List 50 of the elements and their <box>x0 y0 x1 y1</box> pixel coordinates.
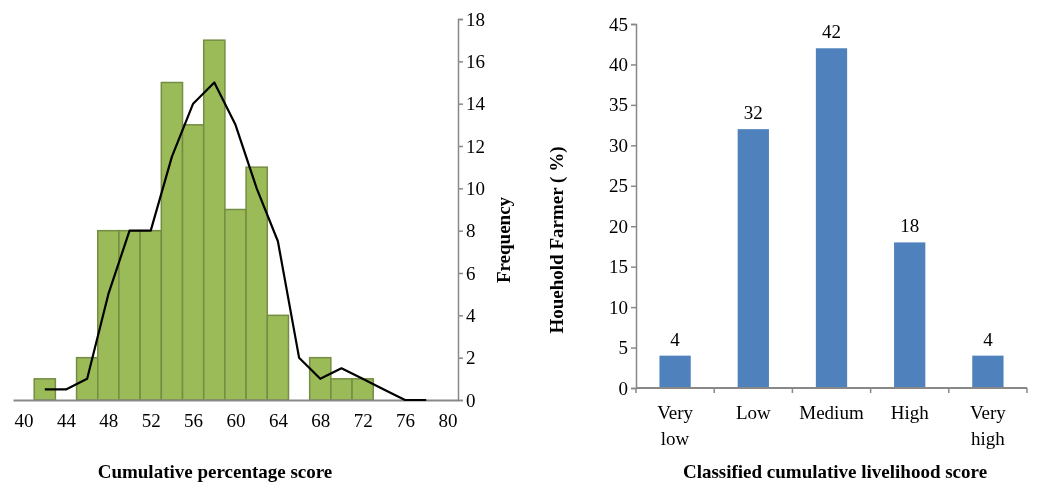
y-tick-label: 10 <box>466 177 485 199</box>
y-tick-label: 12 <box>466 135 485 157</box>
y-tick-label: 45 <box>609 13 628 35</box>
y-tick-label: 18 <box>466 8 485 30</box>
x-tick-label: 44 <box>56 410 77 432</box>
data-label: 4 <box>670 328 681 350</box>
x-tick-label: 60 <box>226 410 246 432</box>
x-tick-label: Very high <box>969 402 1007 449</box>
x-tick-label: High <box>890 402 930 423</box>
x-tick-label: 48 <box>99 410 119 432</box>
y-tick-label: 16 <box>466 50 485 72</box>
x-tick-label: Low <box>735 402 771 423</box>
x-tick-label: Medium <box>799 402 864 423</box>
x-tick-label: 68 <box>311 410 331 432</box>
x-tick-label: 40 <box>14 410 34 432</box>
data-label: 32 <box>743 102 763 124</box>
y-tick-label: 10 <box>609 296 628 318</box>
data-label: 4 <box>983 328 994 350</box>
y-tick-label: 15 <box>609 256 628 278</box>
y-tick-label: 4 <box>466 304 476 326</box>
y-tick-label: 14 <box>466 93 486 115</box>
x-tick-label: 56 <box>184 410 204 432</box>
y-tick-label: 25 <box>609 175 628 197</box>
y-tick-label: 35 <box>609 94 628 116</box>
y-tick-label: 2 <box>466 347 476 369</box>
data-label: 42 <box>822 21 841 43</box>
x-tick-label: 76 <box>396 410 416 432</box>
bar <box>815 48 848 388</box>
data-label: 18 <box>900 215 920 237</box>
y-tick-label: 5 <box>618 337 628 359</box>
bar <box>659 355 691 388</box>
bar <box>894 242 926 388</box>
y-tick-label: 30 <box>609 134 628 156</box>
x-axis-title: Cumulative percentage score <box>97 461 333 482</box>
bar <box>972 355 1004 388</box>
x-axis-title: Classified cumulative livelihood score <box>682 461 988 482</box>
x-tick-label: 72 <box>353 410 373 432</box>
y-tick-label: 0 <box>618 377 628 399</box>
x-tick-label: Very low <box>657 402 694 449</box>
y-tick-label: 6 <box>466 262 476 284</box>
y-tick-label: 8 <box>466 220 476 242</box>
y-tick-label: 40 <box>609 54 628 76</box>
y-tick-label: 20 <box>609 215 628 237</box>
y-axis-title: Houehold Farmer ( %) <box>546 146 568 334</box>
y-tick-label: 0 <box>466 389 476 411</box>
x-tick-label: 64 <box>268 410 289 432</box>
x-tick-label: 80 <box>438 410 458 432</box>
bar <box>737 129 769 388</box>
y-axis-title: Frequency <box>493 196 514 284</box>
x-tick-label: 52 <box>141 410 161 432</box>
